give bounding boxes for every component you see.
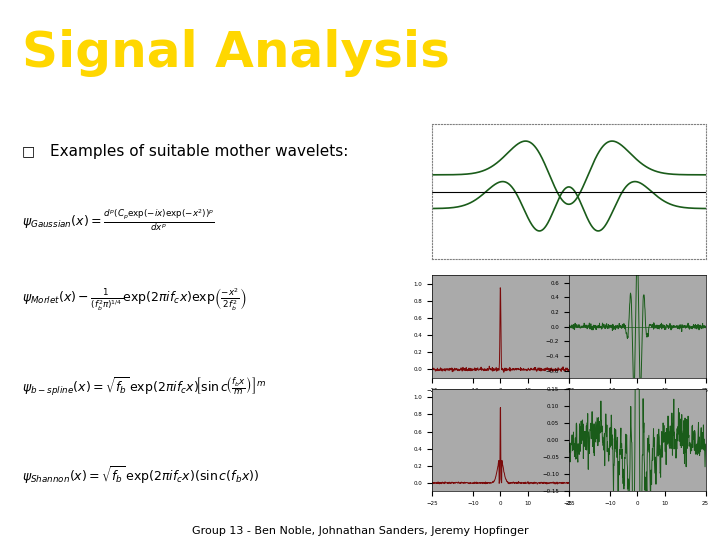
Text: $\psi_{Gaussian}(x) = \frac{d^p(C_p\exp(-ix)\exp(-x^2))^p}{dx^p}$: $\psi_{Gaussian}(x) = \frac{d^p(C_p\exp(… [22,207,215,233]
Text: $\psi_{Shannon}(x) = \sqrt{f_b}\,\exp(2\pi if_cx)(\sin c(f_bx))$: $\psi_{Shannon}(x) = \sqrt{f_b}\,\exp(2\… [22,464,258,486]
Text: $\psi_{b-spline}(x) = \sqrt{f_b}\,\exp(2\pi if_cx)\!\left[\sin c\!\left(\frac{f_: $\psi_{b-spline}(x) = \sqrt{f_b}\,\exp(2… [22,376,266,399]
Text: □: □ [22,144,35,158]
Text: Examples of suitable mother wavelets:: Examples of suitable mother wavelets: [50,144,348,159]
Text: Signal Analysis: Signal Analysis [22,30,449,77]
Text: Group 13 - Ben Noble, Johnathan Sanders, Jeremy Hopfinger: Group 13 - Ben Noble, Johnathan Sanders,… [192,526,528,536]
Text: $\psi_{Morlet}(x) - \frac{1}{(f_b^2\pi)^{1/4}}\exp(2\pi if_cx)\exp\!\left(\frac{: $\psi_{Morlet}(x) - \frac{1}{(f_b^2\pi)^… [22,287,246,313]
